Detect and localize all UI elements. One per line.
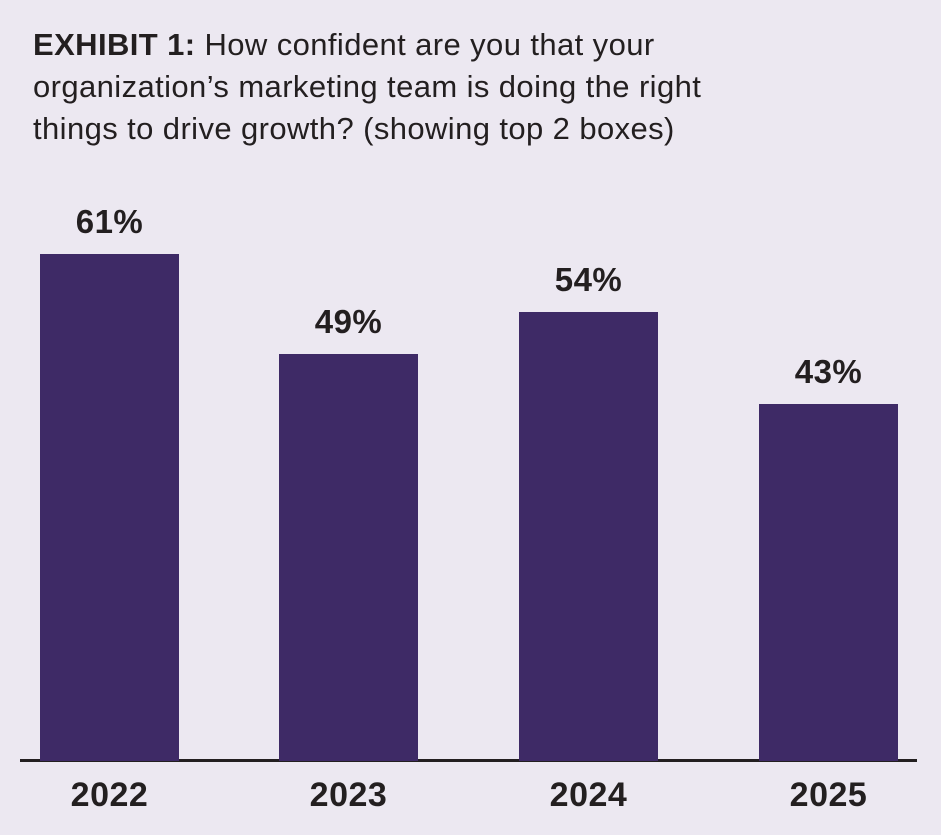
year-label-2023: 2023: [309, 776, 388, 814]
value-label-2025: 43%: [794, 353, 863, 390]
value-label-2023: 49%: [314, 303, 383, 340]
year-label-2022: 2022: [70, 776, 149, 814]
chart-title-line3: things to drive growth? (showing top 2 b…: [33, 111, 675, 146]
chart-title-prefix: EXHIBIT 1:: [33, 27, 196, 62]
year-label-2025: 2025: [789, 776, 868, 814]
bar-2022: [40, 254, 179, 761]
value-label-2022: 61%: [75, 203, 144, 240]
chart-title-line1: How confident are you that your: [195, 27, 655, 62]
x-axis-line: [20, 759, 917, 762]
value-label-2024: 54%: [554, 261, 623, 298]
chart-title-line2: organization’s marketing team is doing t…: [33, 69, 702, 104]
chart-title: EXHIBIT 1: How confident are you that yo…: [33, 24, 923, 150]
bar-2023: [279, 354, 418, 761]
bar-2025: [759, 404, 898, 761]
year-label-2024: 2024: [549, 776, 628, 814]
bar-2024: [519, 312, 658, 761]
